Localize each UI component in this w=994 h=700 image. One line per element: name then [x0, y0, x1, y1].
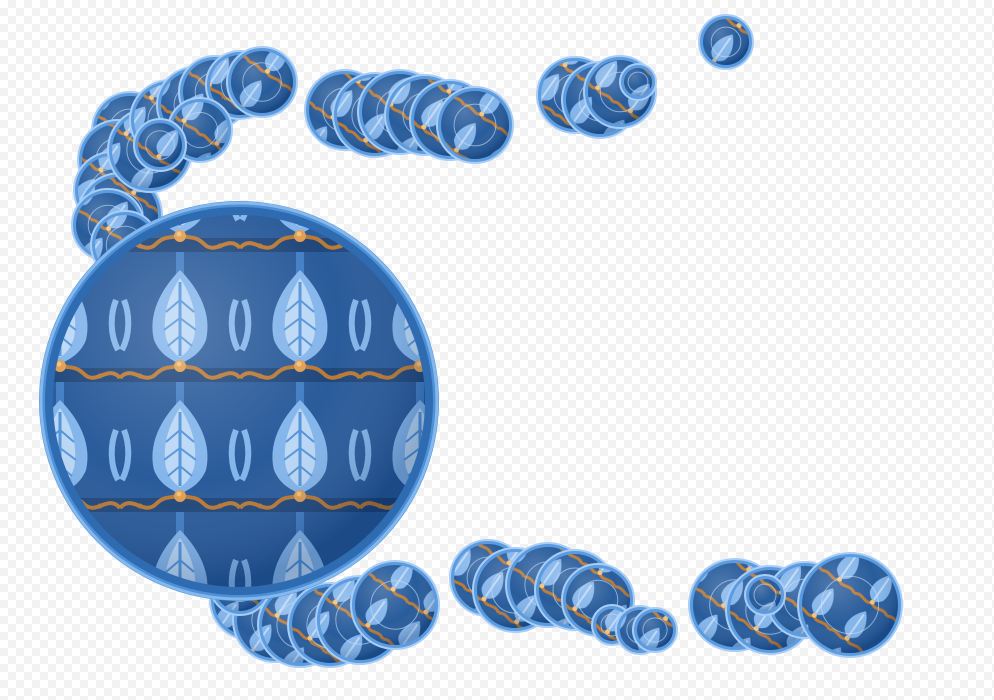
small-ornament-disc	[632, 607, 678, 653]
small-ornament-disc	[698, 14, 754, 70]
large-ornament-disc	[39, 201, 439, 601]
small-ornament-disc	[350, 560, 440, 650]
small-ornament-disc	[744, 574, 786, 616]
small-ornament-disc	[436, 86, 514, 164]
small-ornament-disc	[619, 63, 657, 101]
small-disc-trail	[71, 14, 903, 668]
small-ornament-disc	[226, 46, 298, 118]
small-ornament-disc	[133, 118, 187, 172]
small-ornament-disc	[797, 552, 903, 658]
